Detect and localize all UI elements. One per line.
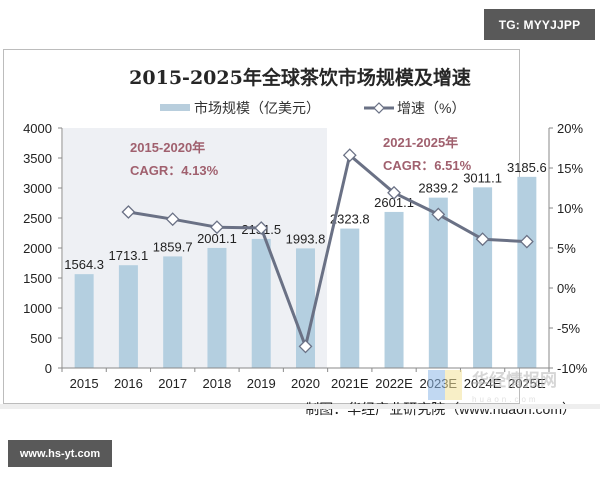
right-tick-label: 0% <box>557 281 576 296</box>
legend-line-label: 增速（%） <box>397 100 465 116</box>
diamond-marker-icon <box>387 185 401 200</box>
bar-value-label: 1993.8 <box>286 231 326 246</box>
left-tick-label: 3000 <box>23 181 52 196</box>
annotation-2021-2025: 2021-2025年 CAGR：6.51% <box>383 135 472 173</box>
left-tick-label: 1000 <box>23 301 52 316</box>
left-tick-label: 2500 <box>23 211 52 226</box>
legend: 市场规模（亿美元） 增速（%） <box>160 100 465 116</box>
left-tick-label: 3500 <box>23 151 52 166</box>
right-tick-label: -5% <box>557 321 581 336</box>
legend-bar-label: 市场规模（亿美元） <box>194 100 320 116</box>
svg-text:CAGR：6.51%: CAGR：6.51% <box>383 158 472 173</box>
diamond-marker-icon <box>298 339 313 354</box>
bar-value-label: 1713.1 <box>109 248 149 263</box>
left-tick-label: 500 <box>30 331 52 346</box>
huaon-logo-watermark: 华经情报网 huaon.com <box>428 370 557 404</box>
bar-value-label: 1564.3 <box>64 257 104 272</box>
x-tick-label: 2017 <box>158 376 187 391</box>
svg-text:华经情报网: 华经情报网 <box>472 370 557 390</box>
x-tick-label: 2020 <box>291 376 320 391</box>
right-axis: -10% -5% 0% 5% 10% 15% 20% <box>548 121 588 376</box>
bar-value-label: 2323.8 <box>330 212 370 227</box>
diamond-marker-icon <box>519 234 534 249</box>
diamond-marker-icon <box>342 148 357 163</box>
bar <box>163 256 183 368</box>
diamond-marker-icon <box>254 221 269 235</box>
x-tick-label: 2018 <box>202 376 231 391</box>
divider <box>0 404 600 409</box>
left-tick-label: 4000 <box>23 121 52 136</box>
bar-value-label: 2001.1 <box>197 231 237 246</box>
x-tick-label: 2019 <box>247 376 276 391</box>
bar <box>517 176 537 368</box>
legend-bar-swatch <box>160 104 190 111</box>
x-tick-label: 2021E <box>331 376 369 391</box>
x-tick-label: 2025E <box>508 376 546 391</box>
svg-text:huaon.com: huaon.com <box>472 395 539 404</box>
right-tick-label: 10% <box>557 201 583 216</box>
growth-line <box>128 153 527 348</box>
svg-text:2015-2020年: 2015-2020年 <box>130 140 205 155</box>
diamond-marker-icon <box>165 212 180 227</box>
bar <box>384 211 404 368</box>
x-tick-label: 2022E <box>375 376 413 391</box>
right-tick-label: -10% <box>557 361 588 376</box>
left-tick-label: 0 <box>45 361 52 376</box>
svg-text:2021-2025年: 2021-2025年 <box>383 135 458 150</box>
right-tick-label: 5% <box>557 241 576 256</box>
bar-value-label: 2839.2 <box>418 181 458 196</box>
bar <box>340 228 360 368</box>
bar <box>118 265 138 368</box>
left-axis: 0 500 1000 1500 2000 2500 3000 3500 4000 <box>23 121 63 376</box>
chart-title: 2015-2025年全球茶饮市场规模及增速 <box>129 66 471 89</box>
growth-markers <box>121 148 534 354</box>
bars-group <box>74 176 537 368</box>
bar-value-label: 3011.1 <box>463 170 502 185</box>
x-tick-label: 2016 <box>114 376 143 391</box>
legend-diamond-icon <box>373 102 385 114</box>
x-tick-label: 2015 <box>70 376 99 391</box>
shaded-region-2015-2020 <box>63 128 327 368</box>
bar-labels-group: 1564.31713.11859.72001.12151.51993.82323… <box>64 160 546 272</box>
right-tick-label: 15% <box>557 161 583 176</box>
x-tick-label: 2024E <box>464 376 502 391</box>
left-tick-label: 2000 <box>23 241 52 256</box>
diamond-marker-icon <box>210 220 224 235</box>
annotation-2015-2020: 2015-2020年 CAGR：4.13% <box>130 140 219 178</box>
watermark-badge-top: TG: MYYJJPP <box>484 9 595 40</box>
left-tick-label: 1500 <box>23 271 52 286</box>
bar <box>251 238 271 368</box>
diamond-marker-icon <box>431 207 446 222</box>
bar <box>74 274 94 368</box>
bar <box>473 187 493 368</box>
svg-text:CAGR：4.13%: CAGR：4.13% <box>130 163 219 178</box>
bar-value-label: 1859.7 <box>153 239 193 254</box>
bar-value-label: 3185.6 <box>507 160 547 175</box>
bar <box>428 197 448 368</box>
diamond-marker-icon <box>475 232 490 247</box>
watermark-badge-bottom: www.hs-yt.com <box>8 440 112 467</box>
right-tick-label: 20% <box>557 121 583 136</box>
x-axis: 2015201620172018201920202021E2022E2023E2… <box>61 367 550 391</box>
diamond-marker-icon <box>121 205 136 219</box>
bar <box>207 247 227 368</box>
bar <box>296 248 315 368</box>
